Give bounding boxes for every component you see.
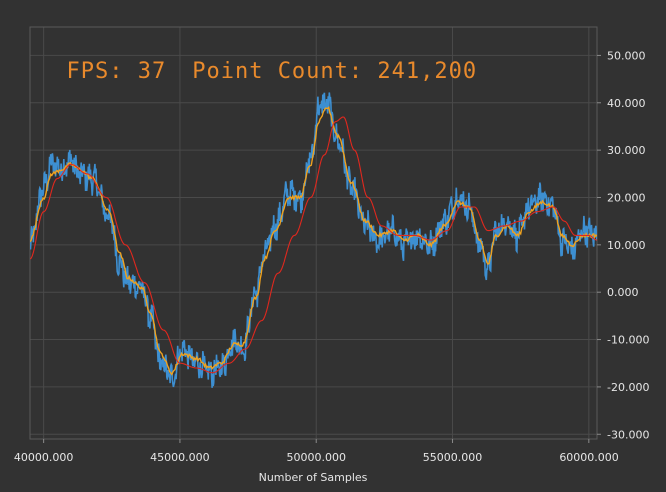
series-layer xyxy=(30,92,597,388)
fps-overlay: FPS: 37 Point Count: 241,200 xyxy=(38,34,503,84)
x-tick-label: 55000.000 xyxy=(423,451,483,464)
x-tick-label: 45000.000 xyxy=(150,451,210,464)
y-tick-label: -30.000 xyxy=(607,428,649,441)
fps-label: FPS: 37 xyxy=(66,59,167,84)
y-tick-label: 20.000 xyxy=(607,191,646,204)
y-tick-label: 40.000 xyxy=(607,97,646,110)
x-tick-label: 40000.000 xyxy=(14,451,74,464)
y-tick-label: -10.000 xyxy=(607,334,649,347)
y-tick-label: 50.000 xyxy=(607,49,646,62)
y-tick-label: 10.000 xyxy=(607,239,646,252)
x-tick-label: 60000.000 xyxy=(559,451,619,464)
series-fast-average-line xyxy=(30,106,597,376)
y-tick-label: -20.000 xyxy=(607,381,649,394)
x-axis-ticks: 40000.000 45000.000 50000.000 55000.000 6000… xyxy=(14,439,619,464)
y-tick-label: 30.000 xyxy=(607,144,646,157)
series-slow-average-line xyxy=(30,116,597,374)
x-axis-title: Number of Samples xyxy=(259,471,368,484)
x-tick-label: 50000.000 xyxy=(286,451,346,464)
y-axis-ticks: 50.000 40.000 30.000 20.000 10.000 0.000 -10.0… xyxy=(597,49,649,441)
y-tick-label: 0.000 xyxy=(607,286,639,299)
point-count-label: Point Count: 241,200 xyxy=(192,59,478,84)
